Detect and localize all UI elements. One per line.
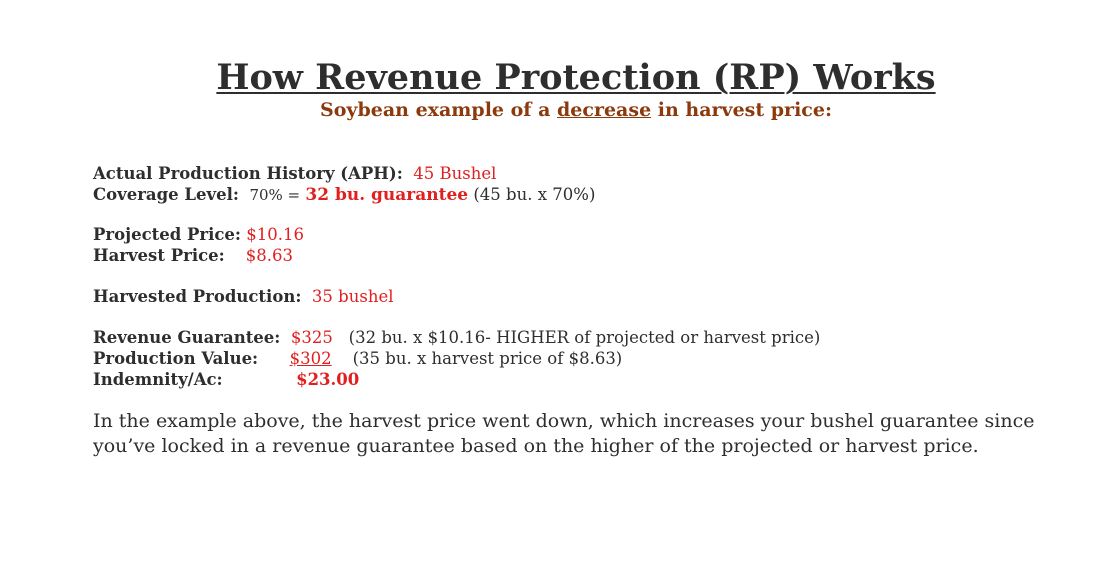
harvest-price-label: Harvest Price:: [93, 246, 225, 265]
indemnity-label: Indemnity/Ac:: [93, 370, 223, 389]
coverage-calc: (45 bu. x 70%): [473, 185, 596, 204]
coverage-row: Coverage Level: 70% = 32 bu. guarantee (…: [93, 184, 595, 206]
aph-label: Actual Production History (APH):: [93, 164, 403, 183]
page-subtitle: Soybean example of a decrease in harvest…: [0, 99, 1118, 121]
harvested-production-label: Harvested Production:: [93, 287, 302, 306]
projected-price-label: Projected Price:: [93, 225, 242, 244]
harvested-production-row: Harvested Production: 35 bushel: [93, 286, 394, 307]
subtitle-text-after: in harvest price:: [651, 99, 832, 121]
aph-row: Actual Production History (APH): 45 Bush…: [93, 163, 496, 184]
subtitle-emphasis: decrease: [557, 99, 652, 121]
explanation-paragraph: In the example above, the harvest price …: [93, 410, 1035, 457]
harvested-production-value: 35 bushel: [311, 287, 394, 306]
revenue-guarantee-row: Revenue Guarantee: $325 (32 bu. x $10.16…: [93, 327, 820, 348]
subtitle-text-before: Soybean example of a: [320, 99, 558, 121]
revenue-guarantee-value: $325: [290, 328, 333, 347]
indemnity-row: Indemnity/Ac: $23.00: [93, 369, 359, 390]
revenue-guarantee-note: (32 bu. x $10.16- HIGHER of projected or…: [348, 328, 821, 347]
harvest-price-row: Harvest Price: $8.63: [93, 245, 293, 266]
coverage-label: Coverage Level:: [93, 185, 239, 204]
harvest-price-value: $8.63: [245, 246, 293, 265]
production-value-value: $302: [289, 349, 332, 368]
coverage-percent: 70% =: [249, 186, 301, 204]
production-value-label: Production Value:: [93, 349, 259, 368]
projected-price-row: Projected Price: $10.16: [93, 224, 304, 245]
coverage-guarantee: 32 bu. guarantee: [305, 185, 469, 205]
page-title: How Revenue Protection (RP) Works: [216, 57, 936, 98]
aph-value: 45 Bushel: [413, 164, 497, 183]
revenue-guarantee-label: Revenue Guarantee:: [93, 328, 281, 347]
production-value-note: (35 bu. x harvest price of $8.63): [352, 349, 623, 368]
indemnity-value: $23.00: [296, 370, 360, 389]
projected-price-value: $10.16: [246, 225, 305, 244]
production-value-row: Production Value: $302 (35 bu. x harvest…: [93, 348, 622, 369]
